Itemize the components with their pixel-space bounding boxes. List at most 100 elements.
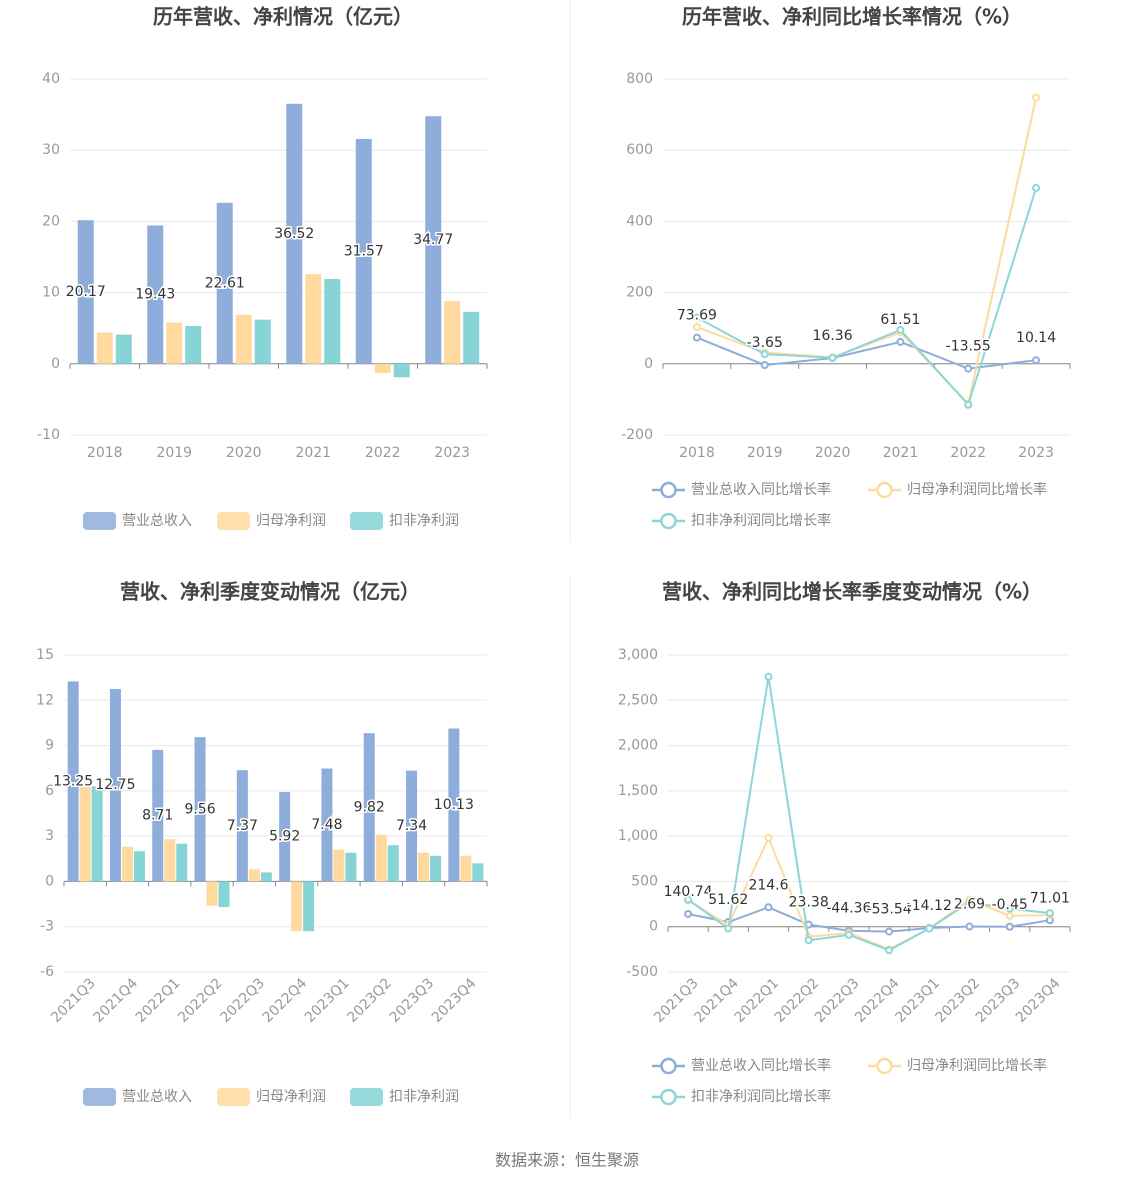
y-tick-label: 3,000 (618, 647, 658, 663)
point (1032, 356, 1041, 365)
legend-swatch (660, 481, 677, 499)
point (804, 936, 813, 945)
data-label: 7.34 (396, 818, 427, 834)
x-tick-label: 2022Q2 (175, 975, 226, 1026)
x-tick-label: 2023Q1 (302, 975, 353, 1026)
y-tick-label: 0 (649, 919, 658, 935)
y-tick-label: 0 (644, 356, 653, 372)
bar (176, 843, 188, 882)
y-tick-label: 10 (42, 285, 60, 301)
y-tick-label: 6 (45, 783, 54, 799)
y-tick-label: 600 (626, 142, 653, 158)
bar (375, 834, 387, 882)
y-tick-label: 500 (631, 873, 658, 889)
point (692, 313, 701, 322)
bar (333, 849, 345, 882)
chart-title: 历年营收、净利同比增长率情况（%） (682, 5, 1022, 29)
legend-swatch (876, 1057, 893, 1075)
data-label: -44.36 (826, 901, 871, 917)
legend-label: 扣非净利润 (389, 1089, 459, 1105)
legend-label: 营业总收入同比增长率 (691, 1057, 831, 1074)
bar (235, 314, 252, 364)
point (1005, 911, 1014, 920)
bar (254, 319, 271, 364)
y-tick-label: 2,000 (618, 738, 658, 754)
bar (67, 681, 79, 882)
data-label: 10.13 (434, 797, 474, 813)
point (896, 325, 905, 334)
bar (430, 855, 442, 882)
chart-title: 营收、净利季度变动情况（亿元） (120, 580, 420, 604)
bar (121, 846, 133, 882)
legend-label: 归母净利润 (256, 1088, 326, 1105)
y-tick-label: 0 (51, 356, 60, 372)
point (1005, 922, 1014, 931)
chart-title: 营收、净利同比增长率季度变动情况（%） (662, 580, 1042, 604)
x-tick-label: 2022Q1 (133, 975, 184, 1026)
bar (448, 728, 460, 882)
legend-label: 扣非净利润同比增长率 (691, 512, 831, 529)
bar (248, 869, 260, 882)
bar (286, 103, 303, 364)
bar (472, 863, 484, 882)
point (760, 361, 769, 370)
data-label: 22.61 (205, 275, 245, 291)
bar (418, 852, 430, 882)
data-label: 71.01 (1030, 890, 1070, 906)
bar (109, 688, 121, 882)
data-label: -14.12 (907, 898, 952, 914)
data-label: 10.14 (1016, 330, 1056, 346)
point (828, 353, 837, 362)
y-tick-label: 1,000 (618, 828, 658, 844)
x-tick-label: 2018 (87, 445, 123, 461)
bar (77, 220, 94, 364)
point (1032, 93, 1041, 102)
y-tick-label: 0 (45, 873, 54, 889)
bar (218, 881, 230, 908)
data-label: 9.82 (354, 799, 385, 815)
bar (194, 737, 206, 882)
data-label: 16.36 (813, 328, 853, 344)
source: 数据来源：恒生聚源 (495, 1151, 639, 1170)
bar (444, 301, 461, 364)
data-label: 31.57 (344, 243, 384, 259)
legend-swatch (660, 1088, 677, 1106)
bar (425, 116, 442, 364)
point (1005, 904, 1014, 913)
data-label: 13.25 (53, 773, 93, 789)
data-label: -53.54 (867, 902, 912, 918)
data-label: 2.69 (954, 896, 985, 912)
legend-swatch (350, 1088, 383, 1106)
point (684, 909, 693, 918)
bar (387, 845, 399, 882)
legend-swatch (83, 512, 116, 530)
x-tick-label: 2021 (295, 445, 331, 461)
bar (115, 334, 132, 364)
line (687, 906, 1051, 933)
y-tick-label: -500 (626, 964, 658, 980)
x-tick-label: 2022 (950, 445, 986, 461)
point (764, 672, 773, 681)
bar (345, 852, 357, 882)
bar (291, 881, 303, 932)
bar (91, 786, 103, 882)
x-tick-label: 2023Q3 (387, 975, 438, 1026)
bar (152, 749, 164, 882)
bar (236, 770, 248, 882)
bar (185, 326, 202, 364)
data-label: -0.45 (992, 897, 1028, 913)
point (764, 903, 773, 912)
legend-label: 扣非净利润 (389, 513, 459, 529)
legend-swatch (350, 512, 383, 530)
line (687, 835, 1050, 951)
data-label: 9.56 (184, 801, 215, 817)
y-tick-label: 3 (45, 828, 54, 844)
data-label: 36.52 (274, 226, 314, 242)
legend-swatch (660, 512, 677, 530)
y-tick-label: 12 (36, 692, 54, 708)
bar (355, 139, 372, 364)
y-tick-label: 40 (42, 71, 60, 87)
point (1032, 183, 1041, 192)
x-tick-label: 2020 (226, 445, 262, 461)
